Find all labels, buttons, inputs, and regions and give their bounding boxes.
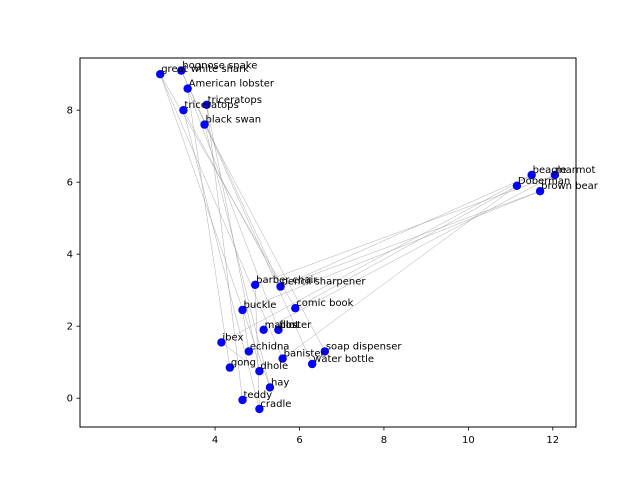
edge-line <box>242 309 250 352</box>
data-point <box>217 338 226 347</box>
edge-line <box>159 74 283 359</box>
data-point <box>225 363 235 372</box>
y-tick-label: 2 <box>67 322 73 333</box>
point-label: banister <box>284 349 326 360</box>
point-label: poster <box>279 320 312 331</box>
point-label: black swan <box>206 115 262 126</box>
edge-line <box>183 110 260 410</box>
point-label: beagle <box>533 165 567 176</box>
x-tick-label: 4 <box>212 435 218 446</box>
data-point <box>183 84 192 93</box>
point-label: pencil sharpener <box>282 277 367 288</box>
y-tick-label: 4 <box>67 250 73 261</box>
x-tick-label: 10 <box>462 435 475 446</box>
data-point <box>200 120 209 129</box>
point-label: brown bear <box>541 181 599 192</box>
point-label: comic book <box>296 298 353 309</box>
data-point <box>156 70 165 79</box>
edge-line <box>187 88 231 368</box>
edge-line <box>221 174 532 343</box>
data-point <box>177 66 186 75</box>
data-point <box>238 305 247 315</box>
edges-layer <box>159 70 556 410</box>
data-point <box>179 106 188 115</box>
data-point <box>202 100 211 110</box>
y-tick-label: 8 <box>67 106 73 117</box>
data-point <box>278 354 287 363</box>
point-label: water bottle <box>313 354 374 365</box>
data-point <box>259 325 268 334</box>
x-tick-label: 8 <box>381 435 387 446</box>
points-layer <box>156 66 560 414</box>
point-label: dhole <box>260 361 288 372</box>
point-label: American lobster <box>189 79 275 90</box>
point-label: great white shark <box>161 64 249 75</box>
edge-line <box>242 190 541 311</box>
edge-line <box>280 190 541 287</box>
edge-line <box>204 124 326 352</box>
data-point <box>265 383 275 392</box>
edge-line <box>254 284 260 410</box>
x-tick-label: 6 <box>296 435 302 446</box>
data-point <box>255 367 264 376</box>
edge-line <box>206 104 243 401</box>
edge-line <box>159 74 271 388</box>
point-label: teddy <box>244 390 273 401</box>
plot-frame <box>79 57 577 428</box>
edge-line <box>187 88 279 330</box>
point-label: hognose snake <box>182 61 257 72</box>
data-point <box>255 404 264 414</box>
data-point <box>244 347 254 356</box>
data-point <box>238 395 247 405</box>
edge-line <box>295 185 518 309</box>
point-label: hay <box>271 377 289 388</box>
data-point <box>535 187 545 196</box>
edge-line <box>255 174 555 286</box>
data-point <box>250 280 260 289</box>
y-tick-label: 6 <box>67 178 73 189</box>
point-label: barber chair <box>256 275 318 286</box>
edge-line <box>221 342 260 372</box>
edge-line <box>204 124 271 388</box>
x-tick-label: 12 <box>546 435 559 446</box>
data-point <box>320 347 330 356</box>
data-point <box>276 282 285 291</box>
point-label: buckle <box>244 300 277 311</box>
point-label: cradle <box>260 399 291 410</box>
y-tick-label: 0 <box>67 394 73 405</box>
data-point <box>291 304 300 313</box>
edge-line <box>181 70 313 365</box>
data-point <box>550 170 560 180</box>
data-point <box>307 359 317 369</box>
y-axis-ticks: 0 2 4 6 8 <box>67 106 80 405</box>
data-point <box>527 170 536 180</box>
point-label: Doberman <box>518 176 570 187</box>
edge-line <box>183 110 281 287</box>
data-point <box>512 181 522 190</box>
edge-line <box>280 174 532 287</box>
point-label: triceratops <box>208 95 262 106</box>
edge-line <box>181 70 281 287</box>
point-label: triceratops <box>184 100 238 111</box>
point-label: film <box>279 320 298 331</box>
edge-line <box>263 174 556 331</box>
point-label: ibex <box>222 332 243 343</box>
point-label: soap dispenser <box>326 341 403 352</box>
point-label: gong <box>231 358 256 369</box>
data-point <box>274 325 283 334</box>
edge-line <box>282 185 518 359</box>
point-label: echidna <box>250 341 290 352</box>
x-axis-ticks: 4 6 8 10 12 <box>212 427 559 446</box>
point-label: maillot <box>265 320 299 331</box>
